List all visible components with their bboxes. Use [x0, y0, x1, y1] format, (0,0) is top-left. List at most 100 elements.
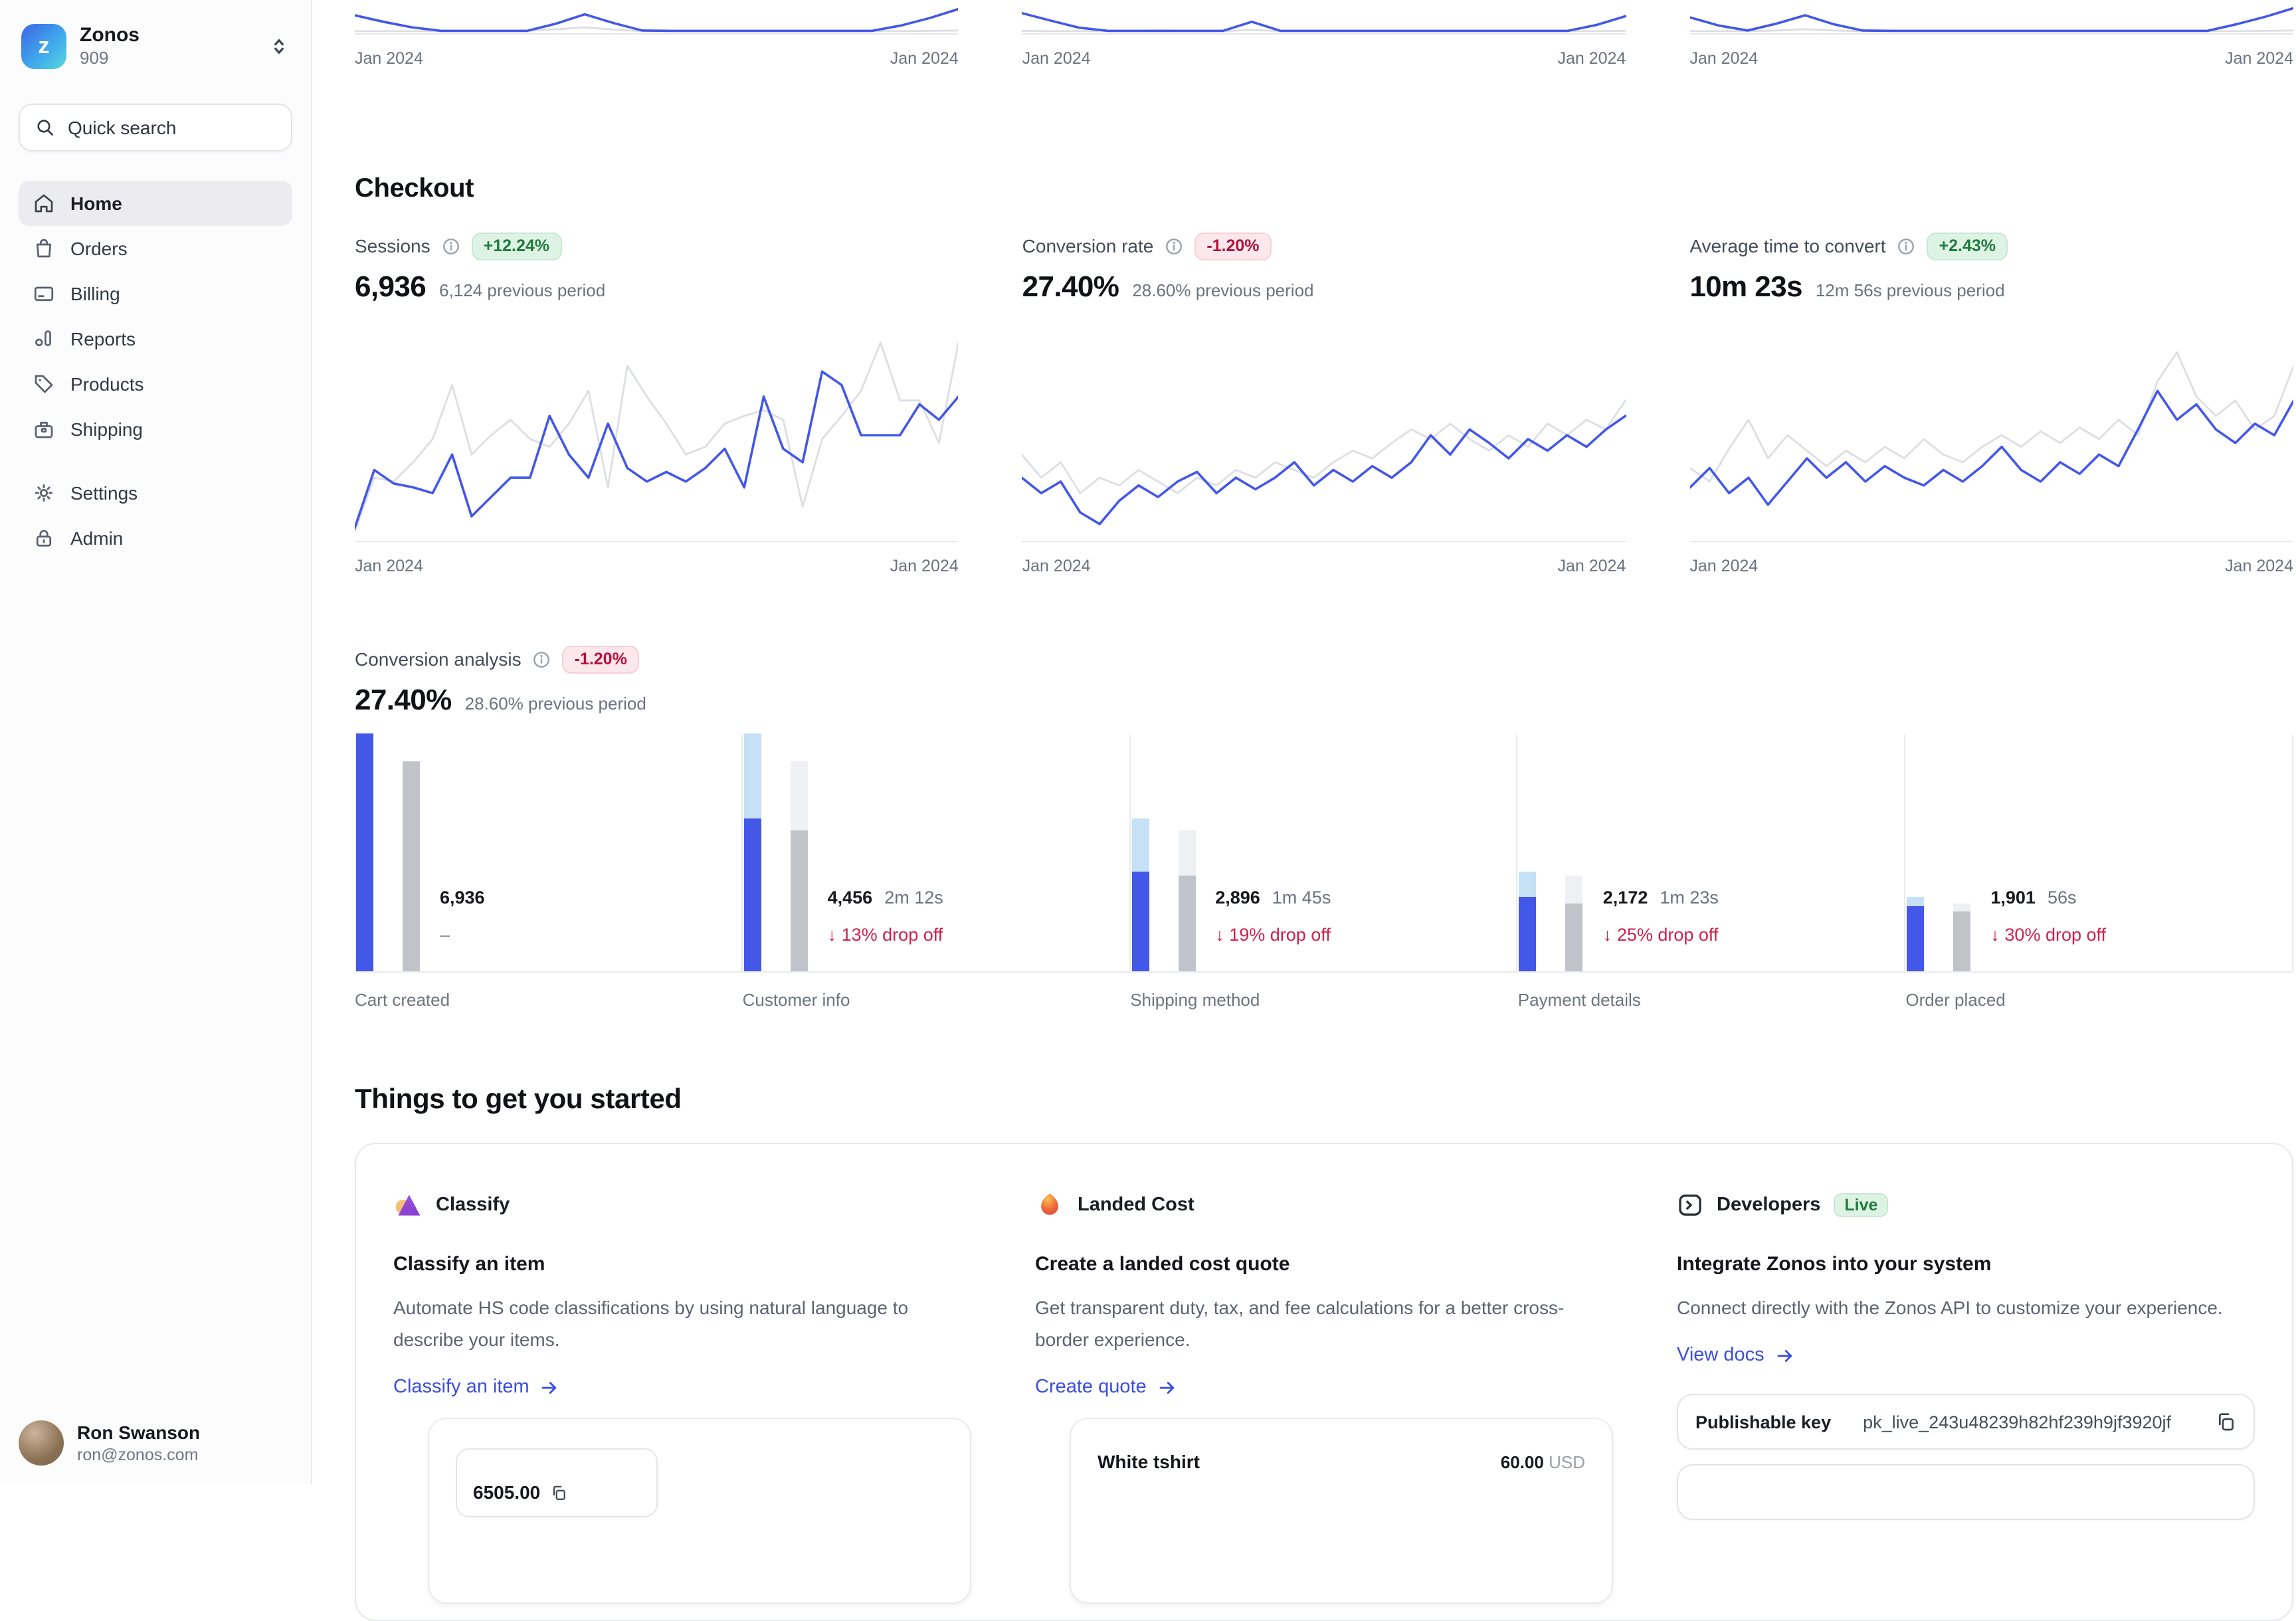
change-badge: +12.24%	[471, 232, 562, 260]
checkout-section-title: Checkout	[355, 174, 474, 203]
sidebar-item-reports[interactable]: Reports	[19, 316, 292, 361]
info-icon[interactable]	[1164, 236, 1184, 256]
sidebar-item-billing[interactable]: Billing	[19, 271, 292, 316]
funnel-bar-current	[356, 733, 373, 971]
sidebar-item-products[interactable]: Products	[19, 361, 292, 407]
classify-an-item-link[interactable]: Classify an item	[393, 1377, 560, 1398]
metric-previous: 12m 56s previous period	[1815, 280, 2005, 300]
line-chart	[1022, 0, 1626, 35]
axis-label-end: Jan 2024	[1557, 49, 1626, 68]
sidebar-item-label: Home	[70, 193, 122, 215]
sidebar-item-home[interactable]: Home	[19, 181, 292, 227]
axis-label-end: Jan 2024	[890, 557, 959, 575]
info-icon[interactable]	[1897, 236, 1917, 256]
zonos-logo: z	[21, 24, 66, 70]
landed-cost-heading: Create a landed cost quote	[1035, 1253, 1290, 1276]
drop-arrow-icon: ↓	[827, 925, 842, 945]
funnel-stage-time: 56s	[2047, 888, 2077, 907]
funnel-stage-time: 1m 45s	[1272, 888, 1331, 907]
info-icon[interactable]	[532, 649, 552, 669]
main-content: Jan 2024 Jan 2024 Jan 2024 Jan 2024 Jan 20…	[312, 0, 2296, 1621]
axis-label-start: Jan 2024	[1022, 49, 1091, 68]
axis-label-start: Jan 2024	[1689, 557, 1759, 575]
search-icon	[35, 117, 56, 138]
expand-chevrons-icon[interactable]	[268, 36, 290, 57]
metric-value: 6,936	[355, 270, 427, 303]
arrow-right-icon	[1775, 1345, 1795, 1365]
quick-search-placeholder: Quick search	[68, 117, 177, 139]
funnel-stage-value: 6,936	[440, 888, 485, 907]
funnel-stage-drop: 19% drop off	[1229, 925, 1331, 945]
copy-icon[interactable]	[2215, 1411, 2236, 1432]
sidebar-item-admin[interactable]: Admin	[19, 516, 292, 561]
metric-value: 10m 23s	[1689, 270, 1802, 303]
funnel-stage-time: 1m 23s	[1660, 888, 1719, 907]
menu-divider-gap	[19, 452, 292, 470]
quick-search-input[interactable]: Quick search	[19, 104, 292, 152]
preview-item-price: 60.00	[1500, 1452, 1544, 1472]
metric-previous: 6,124 previous period	[439, 280, 606, 300]
getting-started-title: Things to get you started	[355, 1084, 682, 1115]
sidebar-item-label: Products	[70, 373, 144, 395]
org-switcher[interactable]: z Zonos 909	[19, 24, 292, 70]
metric-label: Average time to convert	[1689, 235, 1886, 256]
copy-icon[interactable]	[549, 1483, 567, 1501]
create-quote-link[interactable]: Create quote	[1035, 1377, 1177, 1398]
user-profile[interactable]: Ron Swanson ron@zonos.com	[19, 1420, 200, 1466]
sidebar-item-label: Billing	[70, 283, 120, 305]
drop-arrow-icon: ↓	[1990, 925, 2005, 945]
avatar	[19, 1420, 64, 1466]
user-name: Ron Swanson	[77, 1422, 201, 1444]
funnel-stage-payment-details: 2,172 1m 23s ↓ 25% drop off	[1516, 735, 1905, 971]
classify-preview-value: 6505.00	[473, 1481, 541, 1503]
change-badge: +2.43%	[1927, 232, 2008, 260]
developers-tag: Developers	[1717, 1194, 1821, 1216]
top-chart-3: Jan 2024 Jan 2024	[1689, 0, 2293, 68]
landed-cost-column: Landed Cost Create a landed cost quote G…	[1035, 1189, 1613, 1604]
axis-label-end: Jan 2024	[1557, 557, 1626, 575]
developers-column: Developers Live Integrate Zonos into you…	[1677, 1189, 2255, 1604]
link-label: View docs	[1677, 1345, 1765, 1366]
conversion-analysis-section: Conversion analysis -1.20% 27.40% 28.60%…	[355, 644, 2293, 1010]
funnel-bar-current	[1131, 872, 1149, 971]
avg-time-line-chart	[1689, 335, 2293, 542]
funnel-stage-order-placed: 1,901 56s ↓ 30% drop off	[1904, 735, 2292, 971]
classify-preview-input[interactable]: 6505.00	[456, 1448, 658, 1517]
view-docs-link[interactable]: View docs	[1677, 1345, 1795, 1366]
line-chart	[355, 0, 959, 35]
funnel-stage-drop: 13% drop off	[841, 925, 943, 945]
metric-label: Sessions	[355, 235, 430, 256]
funnel-stage-cart-created: 6,936 –	[355, 733, 741, 971]
developers-body: Connect directly with the Zonos API to c…	[1677, 1297, 2223, 1318]
conversion-line-chart	[1022, 335, 1626, 542]
funnel-stage-time: 2m 12s	[884, 888, 943, 907]
info-icon[interactable]	[441, 236, 461, 256]
preview-item-currency: USD	[1549, 1452, 1585, 1472]
live-badge: Live	[1834, 1193, 1889, 1217]
gear-icon	[32, 481, 56, 505]
classify-body: Automate HS code classifications by usin…	[393, 1297, 909, 1350]
publishable-key-field: Publishable key pk_live_243u48239h82hf23…	[1677, 1394, 2255, 1450]
credit-card-icon	[32, 282, 56, 306]
top-chart-2: Jan 2024 Jan 2024	[1022, 0, 1626, 68]
conversion-analysis-label: Conversion analysis	[355, 648, 522, 670]
landed-cost-tag: Landed Cost	[1078, 1194, 1195, 1216]
funnel-bar-previous-dropoff	[1178, 830, 1196, 876]
sidebar-item-label: Shipping	[70, 419, 143, 440]
sidebar-item-label: Orders	[70, 238, 128, 260]
landed-cost-body: Get transparent duty, tax, and fee calcu…	[1035, 1297, 1565, 1350]
shipping-box-icon	[32, 417, 56, 441]
secret-key-field	[1677, 1464, 2255, 1520]
sidebar-item-orders[interactable]: Orders	[19, 226, 292, 271]
funnel-bar-current-dropoff	[743, 733, 761, 819]
funnel-bar-current	[1519, 896, 1537, 971]
metric-sessions: Sessions +12.24% 6,936 6,124 previous pe…	[355, 231, 959, 575]
lock-icon	[32, 526, 56, 550]
landed-cost-flame-icon	[1035, 1191, 1064, 1220]
sidebar-item-shipping[interactable]: Shipping	[19, 407, 292, 452]
conversion-funnel-chart: 6,936 – 4,456 2m 12s ↓ 13% drop off 2	[355, 733, 2293, 973]
funnel-bar-previous	[1953, 911, 1971, 971]
sidebar-item-settings[interactable]: Settings	[19, 470, 292, 516]
classify-tag: Classify	[436, 1194, 510, 1216]
app-window: z Zonos 909 Quick search Home Orders	[19, 0, 2296, 1621]
